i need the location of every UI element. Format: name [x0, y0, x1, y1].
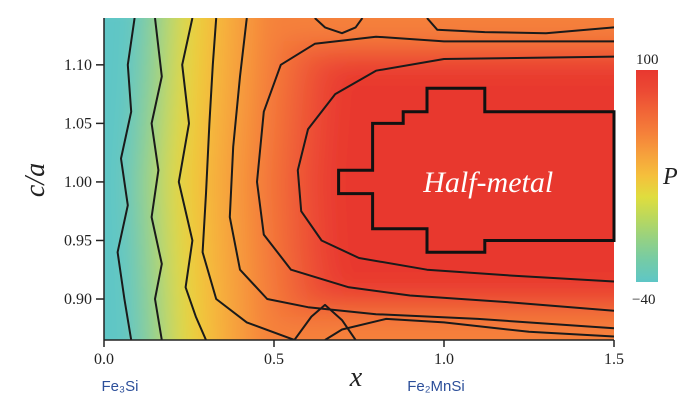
contour-line: [314, 18, 364, 35]
contour-lines: [116, 18, 614, 340]
y-tick-label: 1.05: [64, 115, 92, 132]
contour-line: [177, 18, 207, 340]
half-metal-label: Half-metal: [422, 166, 553, 199]
x-tick-label: 1.5: [604, 351, 624, 368]
x-axis-title: x: [349, 362, 363, 393]
contour-line: [426, 18, 614, 35]
y-tick-label: 1.00: [64, 174, 92, 191]
y-axis-title: c/a: [20, 163, 51, 197]
colorbar-title: P: [662, 164, 678, 190]
x-tick-label: 0.5: [264, 351, 284, 368]
contour-line: [256, 35, 614, 312]
contour-line: [201, 18, 295, 340]
colorbar-gradient: [636, 70, 658, 282]
x-axis: 0.0 0.5 1.0 1.5: [94, 339, 624, 368]
contour-line: [150, 18, 163, 340]
x-tick-label: 1.0: [434, 351, 454, 368]
half-metal-boundary: [337, 86, 616, 254]
compound-label: Fe₂MnSi: [407, 378, 465, 395]
y-tick-label: 0.90: [64, 291, 92, 308]
y-axis: 0.90 0.95 1.00 1.05 1.10: [64, 18, 105, 340]
y-tick-label: 1.10: [64, 57, 92, 74]
y-tick-label: 0.95: [64, 232, 92, 249]
compound-label: Fe₃Si: [102, 378, 139, 395]
contour-line: [228, 18, 614, 330]
contour-line: [116, 18, 136, 340]
contour-line: [324, 317, 614, 340]
colorbar: 100 −40 P: [632, 52, 678, 308]
compound-labels: Fe₃Si Fe₂MnSi: [102, 378, 465, 395]
contour-line: [293, 303, 357, 340]
colorbar-max-label: 100: [636, 52, 659, 68]
colorbar-min-label: −40: [632, 292, 655, 308]
contour-line: [296, 55, 614, 283]
x-tick-label: 0.0: [94, 351, 114, 368]
heatmap-fill: [104, 18, 614, 340]
